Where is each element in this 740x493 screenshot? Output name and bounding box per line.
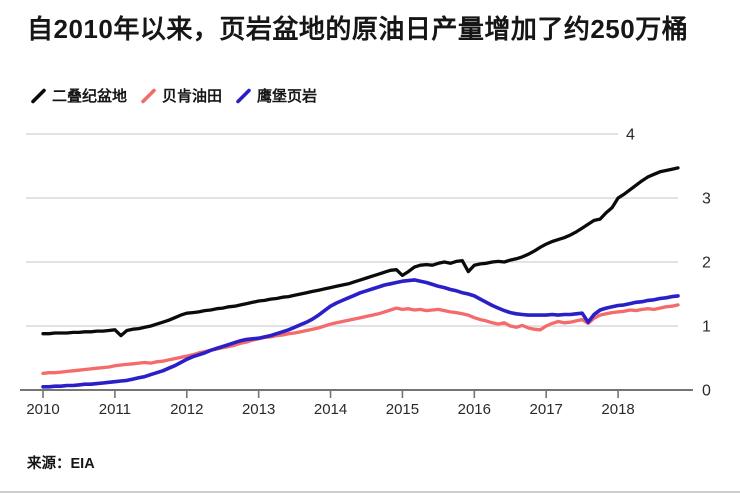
x-axis-label-2018: 2018 [601, 401, 634, 418]
data-line-0 [41, 166, 680, 338]
legend: 二叠纪盆地 贝肯油田 鹰堡页岩 [30, 85, 317, 106]
legend-item-label: 鹰堡页岩 [257, 88, 318, 105]
y-axis-label-3: 3 [702, 191, 711, 208]
y-axis-label-4: 4 [626, 127, 635, 144]
data-line-2 [41, 278, 680, 389]
x-axis-label-2017: 2017 [530, 401, 563, 418]
legend-slash-icon [31, 88, 46, 103]
y-axis-label-2: 2 [702, 255, 711, 272]
x-axis-label-2014: 2014 [314, 401, 347, 418]
legend-item-label: 二叠纪盆地 [52, 88, 128, 105]
legend-slash-icon [236, 88, 251, 103]
y-axis-label-0: 0 [702, 383, 711, 400]
data-line-1 [41, 303, 680, 376]
legend-item-1: 贝肯油田 [140, 85, 222, 106]
legend-item-label: 贝肯油田 [162, 88, 223, 105]
x-axis-label-2010: 2010 [26, 401, 59, 418]
x-axis-label-2015: 2015 [386, 401, 419, 418]
x-axis-label-2012: 2012 [170, 401, 203, 418]
x-axis-label-2013: 2013 [242, 401, 275, 418]
y-axis-label-1: 1 [702, 319, 711, 336]
x-axis-label-2016: 2016 [458, 401, 491, 418]
legend-slash-icon [141, 88, 156, 103]
x-axis-label-2011: 2011 [99, 401, 131, 418]
legend-item-2: 鹰堡页岩 [235, 85, 317, 106]
source-label: 来源：EIA [27, 456, 95, 472]
chart-title: 自2010年以来，页岩盆地的原油日产量增加了约250万桶 [27, 14, 689, 44]
legend-item-0: 二叠纪盆地 [30, 85, 127, 106]
